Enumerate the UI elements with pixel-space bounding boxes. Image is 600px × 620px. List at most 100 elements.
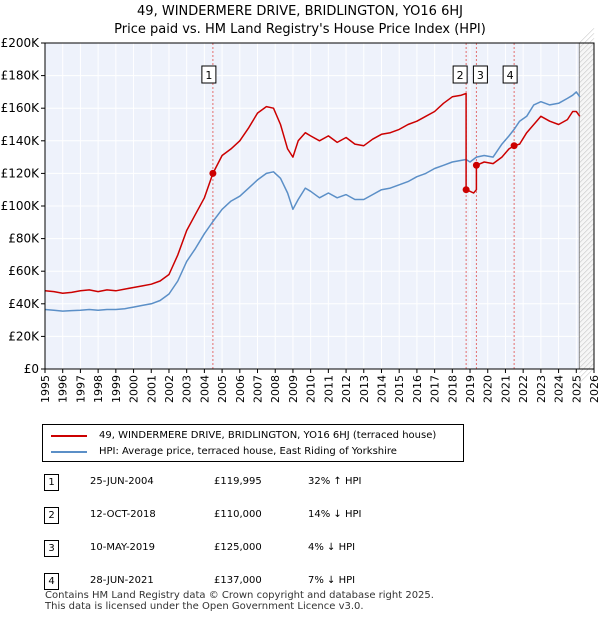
- x-tick-label: 2012: [340, 375, 353, 403]
- hatch-stroke: [579, 218, 595, 234]
- y-tick-label: £160K: [1, 101, 41, 115]
- hatch-stroke: [579, 358, 595, 374]
- footer-copyright: Contains HM Land Registry data © Crown c…: [45, 590, 434, 601]
- axes: £0 £20K £40K £60K £80K £100K £120K £140K £160K £1…: [1, 36, 600, 403]
- hatch-stroke: [579, 88, 595, 104]
- sale-point: [462, 186, 470, 194]
- y-tick-label: £200K: [1, 36, 41, 50]
- transaction-price: £137,000: [214, 575, 262, 586]
- hatch-stroke: [579, 33, 595, 49]
- hatch-stroke: [579, 108, 595, 124]
- transaction-label: 2: [452, 65, 468, 84]
- x-tick-label: 2015: [393, 375, 406, 403]
- legend: 49, WINDERMERE DRIVE, BRIDLINGTON, YO16 …: [42, 424, 464, 462]
- hpi-line: [44, 91, 581, 312]
- transaction-number: 2: [44, 507, 59, 524]
- x-tick-label: 1995: [39, 375, 52, 403]
- x-tick-label: 2000: [128, 375, 141, 403]
- hatch-stroke: [579, 193, 595, 209]
- y-tick-label: £20K: [8, 329, 40, 343]
- transaction-label-text: 4: [507, 69, 514, 82]
- legend-label-hpi: HPI: Average price, terraced house, East…: [99, 446, 397, 457]
- transaction-hpi: 7% ↓ HPI: [308, 575, 356, 586]
- transaction-hpi: 14% ↓ HPI: [308, 509, 362, 520]
- transaction-date: 28-JUN-2021: [90, 575, 154, 586]
- hatch-stroke: [579, 103, 595, 119]
- hatch-stroke: [579, 58, 595, 74]
- x-tick-label: 2009: [287, 375, 300, 403]
- transaction-hpi: 4% ↓ HPI: [308, 542, 356, 553]
- transaction-label-box: [472, 65, 488, 84]
- x-tick-label: 2025: [570, 375, 583, 403]
- hatch-stroke: [579, 283, 595, 299]
- y-tick-label: £180K: [1, 69, 41, 83]
- x-tick-label: 2007: [252, 375, 265, 403]
- forecast-hatch: [578, 28, 595, 384]
- hatch-stroke: [579, 223, 595, 239]
- hatch-stroke: [579, 203, 595, 219]
- x-tick-label: 2005: [216, 375, 229, 403]
- sale-point: [510, 142, 518, 150]
- x-tick-label: 2024: [553, 375, 566, 403]
- hatch-stroke: [579, 323, 595, 339]
- hatch-stroke: [579, 113, 595, 129]
- hatch-stroke: [579, 168, 595, 184]
- hatch-stroke: [579, 258, 595, 274]
- hatch-stroke: [579, 338, 595, 354]
- hatch-stroke: [579, 158, 595, 174]
- hatch-stroke: [579, 138, 595, 154]
- x-tick-label: 2021: [499, 375, 512, 403]
- hatch-stroke: [579, 78, 595, 94]
- transaction-number: 3: [44, 540, 59, 557]
- x-tick-label: 2019: [464, 375, 477, 403]
- x-tick-label: 2020: [482, 375, 495, 403]
- hatch-stroke: [579, 303, 595, 319]
- transaction-number: 4: [44, 573, 59, 590]
- series-lines: [44, 91, 581, 312]
- hatch-stroke: [579, 318, 595, 334]
- hatch-stroke: [579, 63, 595, 79]
- transaction-label-text: 1: [205, 69, 212, 82]
- hatch-stroke: [579, 348, 595, 364]
- hatch-stroke: [579, 198, 595, 214]
- x-tick-label: 1999: [110, 375, 123, 403]
- y-tick-label: £60K: [8, 264, 40, 278]
- hatch-stroke: [579, 293, 595, 309]
- y-tick-label: £40K: [8, 297, 40, 311]
- x-tick-label: 2001: [145, 375, 158, 403]
- hatch-stroke: [579, 133, 595, 149]
- hatch-stroke: [579, 68, 595, 84]
- x-tick-label: 1996: [57, 375, 70, 403]
- hatch-stroke: [579, 123, 595, 139]
- sale-points: [209, 142, 518, 194]
- hatch-stroke: [579, 48, 595, 64]
- y-tick-label: £140K: [1, 134, 41, 148]
- hatch-stroke: [579, 368, 595, 384]
- transaction-date: 10-MAY-2019: [90, 542, 156, 553]
- transaction-hpi: 32% ↑ HPI: [308, 476, 362, 487]
- footer: Contains HM Land Registry data © Crown c…: [45, 590, 434, 612]
- x-tick-label: 2016: [411, 375, 424, 403]
- y-tick-label: £120K: [1, 166, 41, 180]
- transaction-number: 1: [44, 474, 59, 491]
- x-tick-label: 2002: [163, 375, 176, 403]
- hatch-stroke: [579, 313, 595, 329]
- hatch-stroke: [579, 183, 595, 199]
- hatch-stroke: [579, 43, 595, 59]
- footer-licence: This data is licensed under the Open Gov…: [45, 601, 364, 612]
- transaction-label-text: 2: [457, 69, 464, 82]
- hatch-stroke: [579, 298, 595, 314]
- x-tick-label: 1997: [74, 375, 87, 403]
- y-tick-label: £0: [24, 362, 39, 376]
- transaction-price: £125,000: [214, 542, 262, 553]
- sale-point: [472, 161, 480, 169]
- x-tick-label: 2008: [269, 375, 282, 403]
- x-tick-label: 2017: [429, 375, 442, 403]
- hatch-stroke: [579, 263, 595, 279]
- transaction-price: £119,995: [214, 476, 262, 487]
- chart-subtitle: Price paid vs. HM Land Registry's House …: [114, 22, 486, 37]
- x-tick-label: 2022: [517, 375, 530, 403]
- hatch-stroke: [579, 243, 595, 259]
- hatch-stroke: [579, 38, 595, 54]
- hatch-stroke: [579, 73, 595, 89]
